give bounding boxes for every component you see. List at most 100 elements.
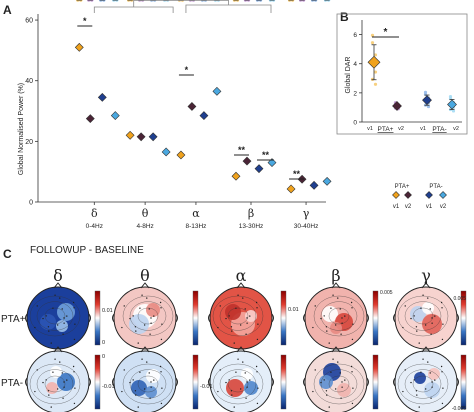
topomap-electrode [420, 307, 422, 309]
topomap-electrode [36, 305, 38, 307]
topomap-ear [208, 313, 211, 323]
panel-b-ytick-label: 6 [353, 32, 357, 39]
topomap-band-symbol: α [236, 266, 247, 285]
panel-b-x-label: v1 [420, 126, 426, 132]
topomap-electrode [249, 379, 251, 381]
legend-marker [439, 191, 447, 199]
panel-b-frame [336, 13, 468, 135]
panel-c-title: FOLLOWUP - BASELINE [30, 245, 144, 256]
topomap-fill [27, 287, 89, 349]
topomap-ear [366, 377, 369, 387]
topomap-electrode [153, 379, 155, 381]
topomap [25, 282, 91, 350]
topomap-electrode [334, 324, 337, 326]
topomap [303, 346, 369, 412]
topomap-electrode [312, 326, 314, 329]
topomap-electrode [442, 387, 444, 389]
topomap-electrode [42, 381, 44, 384]
topomap-electrode [330, 307, 332, 309]
topomap-contour [36, 301, 74, 331]
topomap-nose [140, 346, 150, 353]
topomap-nose [140, 282, 150, 289]
topomap-electrode [334, 388, 337, 390]
topomap-nose [236, 346, 246, 353]
topomap-electrode [350, 301, 353, 304]
panel-a-band-range: 13-30Hz [239, 223, 264, 230]
topomap-electrode [326, 330, 328, 332]
topomap-head-outline [113, 350, 177, 412]
topomap-electrode [54, 358, 56, 360]
topomap-ear [271, 377, 274, 387]
topomap-electrode [74, 387, 76, 389]
topomap-electrode [63, 322, 65, 324]
colorbar [280, 290, 287, 346]
topomap-electrode [135, 394, 137, 396]
colorbar-tick-label: 0.01 [102, 308, 113, 314]
topomap-ear [366, 313, 369, 323]
topomap-electrode [149, 333, 151, 335]
topomap-electrode [410, 317, 412, 320]
panel-b-mean-marker [422, 95, 432, 106]
panel-b-ytick-label: 4 [353, 61, 357, 68]
topomap-electrode [160, 402, 163, 405]
topomap-contour [122, 363, 174, 405]
topomap-electrode [59, 297, 61, 299]
topomap-electrode [146, 361, 148, 363]
topomap-electrode [332, 294, 334, 296]
topomap-electrode [143, 388, 146, 390]
topomap-electrode [72, 365, 75, 368]
topomap-band-symbol: θ [140, 266, 150, 285]
colorbar [192, 354, 199, 410]
colorbar [372, 290, 379, 346]
topomap-electrode [47, 390, 50, 392]
topomap-contour [412, 375, 434, 393]
topomap-electrode [62, 397, 64, 399]
topomap-electrode [404, 369, 406, 371]
legend-marker [392, 191, 400, 199]
topomap-electrode [34, 326, 36, 329]
topomap-nose [331, 282, 341, 289]
topomap-electrode [63, 386, 65, 388]
topomap-electrode [244, 308, 246, 310]
topomap-electrode [352, 323, 354, 325]
topomap-fill [305, 351, 367, 412]
topomap-electrode [416, 394, 418, 396]
topomap [393, 282, 459, 350]
topomap-electrode [340, 397, 342, 399]
topomap-electrode [121, 390, 123, 393]
topomap-electrode [255, 365, 258, 368]
topomap-electrode [255, 301, 258, 304]
topomap-electrode [430, 397, 432, 399]
topomap-electrode [153, 315, 155, 317]
topomap-electrode [410, 381, 412, 384]
topomap-electrode [245, 333, 247, 335]
topomap-electrode [159, 301, 162, 304]
topomap-electrode [429, 372, 431, 374]
topomap-electrode [404, 305, 406, 307]
colorbar [372, 354, 379, 410]
topomap-ear [175, 313, 178, 323]
topomap [112, 346, 178, 412]
topomap-electrode [66, 379, 68, 381]
topomap-electrode [416, 330, 418, 332]
panel-b-group-label: PTA+ [378, 126, 394, 133]
topomap-electrode [242, 297, 244, 299]
legend-visit-label: v1 [393, 204, 400, 210]
topomap-electrode [337, 297, 339, 299]
topomap [208, 282, 274, 350]
panel-a-ytick-label: 60 [25, 18, 33, 25]
topomap-blob [225, 304, 241, 320]
topomap-electrode [160, 307, 162, 309]
topomap-blob [424, 382, 440, 398]
colorbar-tick-label: 0 [102, 354, 105, 360]
topomap-electrode [441, 402, 444, 405]
colorbar [192, 290, 199, 346]
panel-b-x-label: v1 [367, 126, 373, 132]
topomap-electrode [34, 390, 36, 393]
topomap-electrode [441, 307, 443, 309]
topomap-head-outline [26, 286, 90, 350]
topomap-electrode [63, 317, 65, 319]
topomap-electrode [63, 381, 65, 383]
colorbar [280, 354, 287, 410]
topomap-head-outline [304, 350, 368, 412]
